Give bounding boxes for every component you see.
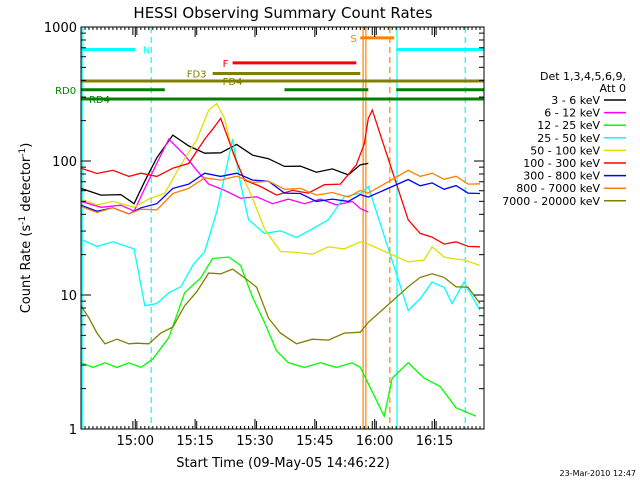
y-tick-label: 1000 [44, 21, 77, 36]
plot-frame [80, 26, 485, 430]
legend-entry: 50 - 100 keV [530, 144, 600, 157]
y-tick-label: 1 [69, 423, 77, 438]
y-label-close: ) [19, 143, 34, 148]
series-line-4 [81, 138, 481, 312]
series-line-6 [81, 108, 481, 248]
x-tick-label: 15:00 [117, 434, 154, 449]
state-bar-label: FD3 [187, 69, 207, 80]
timestamp: 23-Mar-2010 12:47 [560, 469, 637, 478]
series-line-1 [81, 134, 369, 205]
x-tick-label: 16:00 [356, 434, 393, 449]
series-line-5 [81, 102, 481, 267]
x-tick-label: 15:45 [296, 434, 333, 449]
state-bar-label: S [350, 34, 356, 45]
legend-entry: 6 - 12 keV [544, 107, 600, 120]
series-line-8 [81, 169, 481, 215]
legend-entry: 300 - 800 keV [523, 170, 600, 183]
state-bar-label: RD4 [89, 95, 110, 106]
y-label-sup: -1 [18, 216, 28, 225]
state-bar-label: F [223, 59, 229, 70]
series-line-3 [81, 256, 477, 419]
legend-entry: 25 - 50 keV [537, 132, 600, 145]
legend-entry: 7000 - 20000 keV [502, 195, 600, 208]
series-line-9 [81, 268, 481, 345]
legend-entry: 100 - 300 keV [523, 157, 600, 170]
state-bar-label: FD4 [223, 77, 243, 88]
x-axis-label: Start Time (09-May-05 14:46:22) [176, 456, 390, 471]
chart-title: HESSI Observing Summary Count Rates [133, 4, 432, 22]
x-tick-label: 15:30 [236, 434, 273, 449]
y-label-sup2: -1 [18, 148, 28, 157]
legend-header: Att 0 [600, 82, 626, 95]
legend-header: Det 1,3,4,5,6,9, [540, 70, 626, 83]
y-label-tail: detector [19, 156, 34, 216]
y-axis-label: Count Rate (s-1 detector-1) [18, 143, 34, 314]
y-tick-label: 100 [52, 155, 77, 170]
series-line-7 [81, 172, 481, 215]
x-tick-label: 15:15 [176, 434, 213, 449]
y-label-main: Count Rate (s [19, 225, 34, 314]
x-tick-label: 16:15 [416, 434, 453, 449]
series-line-2 [81, 137, 369, 213]
legend-entry: 12 - 25 keV [537, 119, 600, 132]
legend-entry: 3 - 6 keV [551, 94, 600, 107]
y-tick-label: 10 [60, 289, 77, 304]
state-bar-label: RD0 [55, 86, 76, 97]
state-bar-label: N [143, 45, 150, 56]
legend-entry: 800 - 7000 keV [516, 182, 600, 195]
